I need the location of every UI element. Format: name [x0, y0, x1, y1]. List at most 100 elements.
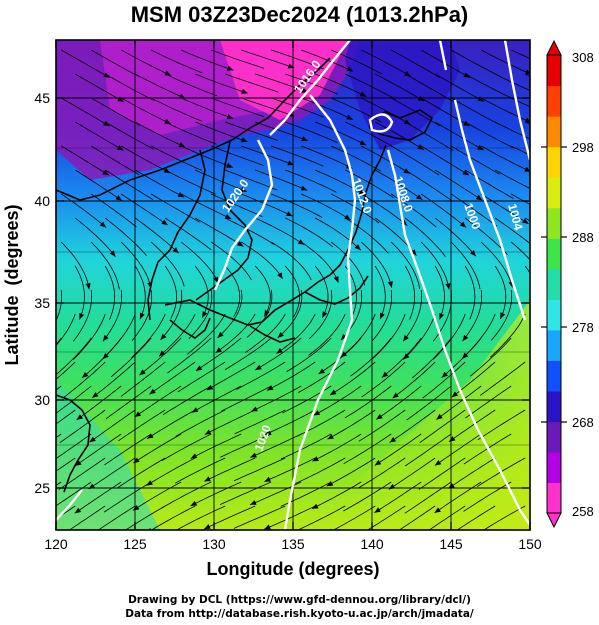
streamline [215, 313, 256, 354]
streamline [56, 313, 76, 347]
colorbar-segment [547, 146, 561, 178]
streamline [511, 193, 530, 205]
colorbar-max-arrow [546, 39, 562, 56]
x-axis-ticks [55, 40, 531, 530]
streamline [271, 193, 323, 218]
streamline [181, 193, 232, 220]
streamline [74, 73, 124, 103]
colorbar-segment [547, 451, 561, 484]
streamline [186, 313, 226, 355]
streamline-arrowhead [74, 507, 82, 514]
colorbar-frame [546, 54, 562, 514]
streamline-arrowhead [404, 119, 411, 125]
streamline [490, 289, 513, 341]
streamline [405, 73, 454, 103]
streamline-arrowhead [451, 391, 458, 398]
colorbar-label: 298 [572, 140, 594, 155]
streamline [245, 313, 286, 353]
streamline [374, 433, 422, 466]
streamline-arrowhead [241, 137, 248, 143]
streamline [151, 49, 203, 74]
streamline-arrowhead [434, 460, 442, 466]
streamline-arrowhead [330, 389, 337, 395]
streamline [62, 361, 106, 399]
streamline [390, 145, 440, 176]
streamline-arrowhead [326, 481, 334, 487]
streamline [233, 505, 286, 529]
streamline [285, 169, 337, 193]
map-title: MSM 03Z23Dec2024 (1013.2hPa) [130, 2, 469, 27]
streamline-arrowhead [178, 142, 186, 148]
streamline [161, 433, 212, 462]
streamline-arrowhead [85, 283, 91, 290]
streamline [150, 241, 185, 287]
streamline [60, 241, 90, 290]
streamline-arrowhead [147, 433, 154, 439]
colorbar-ticks [541, 146, 567, 423]
streamline-arrowhead [102, 334, 109, 342]
streamline [464, 265, 476, 320]
streamline-arrowhead [475, 194, 483, 201]
streamline [56, 433, 92, 460]
streamline [404, 121, 454, 151]
streamline-arrowhead [241, 88, 248, 94]
streamline-arrowhead [103, 120, 110, 127]
streamline-arrowhead [79, 313, 85, 320]
streamline [56, 481, 92, 507]
streamline [130, 313, 166, 359]
streamline-arrowhead [417, 95, 425, 102]
streamline [374, 169, 423, 201]
streamline [327, 409, 376, 440]
colorbar-label: 268 [572, 415, 594, 430]
streamline [381, 337, 422, 378]
streamline-arrowhead [459, 221, 467, 228]
streamline-arrowhead [287, 160, 294, 166]
streamline [104, 121, 155, 150]
streamline [295, 409, 346, 438]
streamline [403, 313, 436, 360]
streamline [451, 361, 496, 398]
streamline [361, 361, 406, 398]
streamline-arrowhead [312, 456, 319, 462]
streamline [217, 289, 243, 339]
streamline [404, 169, 453, 202]
streamline [149, 361, 196, 395]
streamline [318, 337, 362, 375]
streamline [56, 361, 76, 380]
streamline [241, 49, 295, 69]
x-tick-label: 145 [439, 536, 463, 552]
streamline [165, 73, 217, 97]
x-tick-label: 135 [281, 536, 305, 552]
streamline-arrowhead [177, 192, 185, 198]
streamline [300, 241, 339, 283]
streamline-arrowhead [340, 333, 347, 341]
streamline-arrowhead [388, 483, 396, 490]
streamline [120, 145, 171, 174]
streamline-arrowhead [389, 532, 396, 537]
streamline [340, 313, 376, 358]
streamline [194, 265, 209, 318]
streamline [58, 457, 106, 490]
streamline [190, 481, 242, 507]
colorbar-segment [547, 390, 561, 422]
streamline [422, 361, 466, 399]
streamline-arrowhead [226, 162, 233, 168]
streamline-arrowhead [172, 247, 179, 254]
colorbar-label: 288 [572, 230, 594, 245]
x-axis-label: Longitude (degrees) [206, 559, 379, 579]
streamline [480, 241, 513, 288]
streamline-arrowhead [524, 117, 530, 123]
streamline-arrowhead [146, 480, 153, 486]
streamline [345, 121, 396, 149]
streamline [477, 409, 526, 441]
streamline [254, 265, 271, 317]
streamline-arrowhead [403, 353, 410, 360]
colorbar-segment [547, 421, 561, 453]
streamline [59, 409, 106, 444]
colorbar [546, 39, 562, 529]
streamline [255, 337, 302, 371]
streamline [404, 481, 452, 514]
streamline-arrowhead [147, 282, 153, 289]
streamline [161, 481, 212, 509]
streamline [60, 97, 110, 127]
